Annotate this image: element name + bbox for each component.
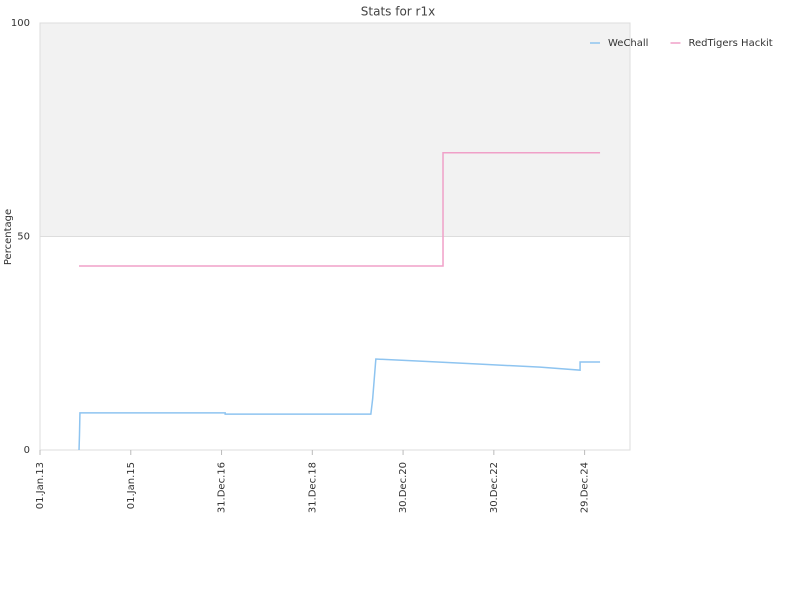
- y-tick-label: 0: [24, 445, 30, 456]
- x-tick-label: 29.Dec.24: [580, 462, 591, 513]
- series-line: [79, 152, 601, 267]
- legend-label: RedTigers Hackit: [688, 38, 772, 49]
- y-axis-label: Percentage: [3, 209, 14, 265]
- series-line: [78, 358, 601, 451]
- x-tick-label: 31.Dec.16: [217, 462, 228, 513]
- x-tick-label: 01.Jan.15: [126, 462, 137, 509]
- x-tick-label: 01.Jan.13: [35, 462, 46, 509]
- y-tick-label: 50: [17, 232, 30, 243]
- chart-title: Stats for r1x: [361, 5, 435, 19]
- y-tick-label: 100: [11, 18, 30, 29]
- x-tick-label: 30.Dec.22: [489, 462, 500, 513]
- x-tick-label: 31.Dec.18: [307, 462, 318, 513]
- x-tick-label: 30.Dec.20: [398, 462, 409, 513]
- plot-band: [40, 23, 630, 237]
- legend-label: WeChall: [608, 38, 648, 49]
